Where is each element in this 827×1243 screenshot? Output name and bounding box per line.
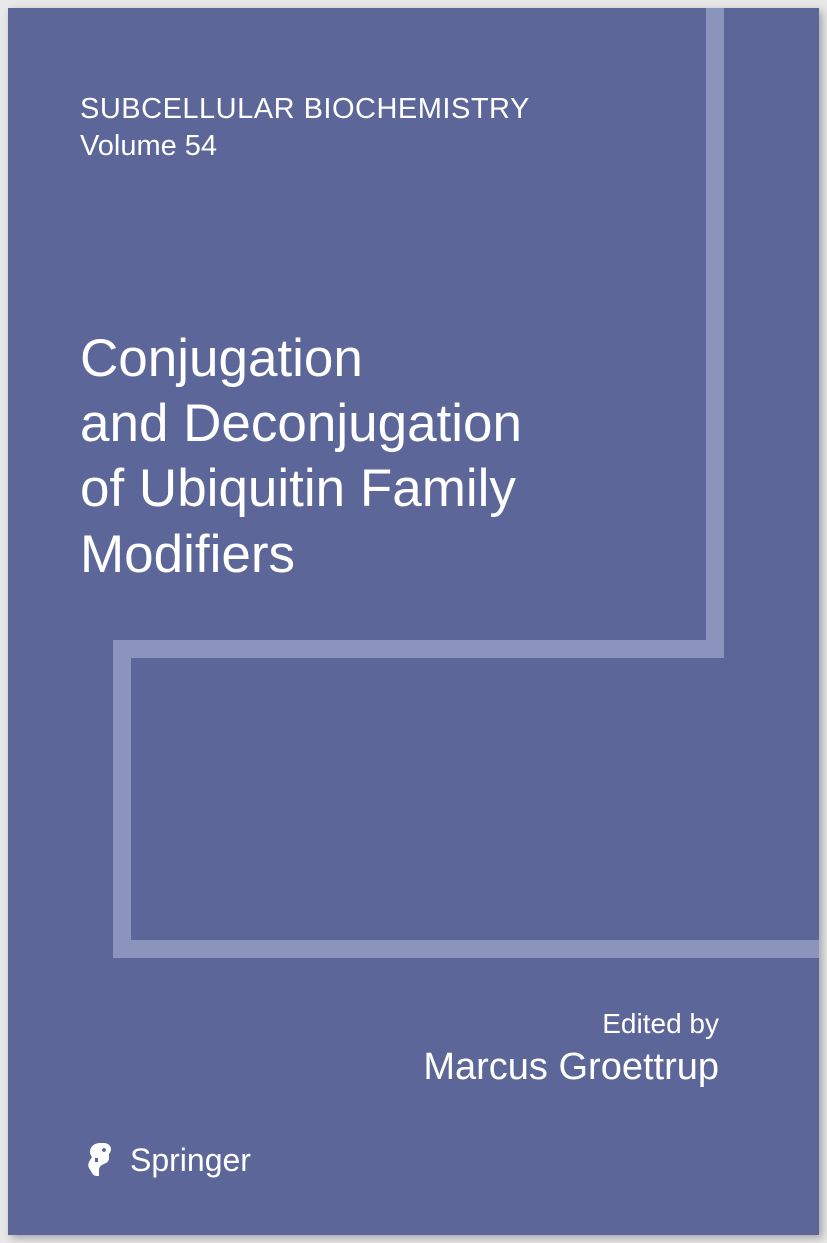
decorative-line-horizontal-bottom xyxy=(113,940,819,958)
decorative-line-horizontal-mid xyxy=(113,640,724,658)
title-line-1: Conjugation xyxy=(80,329,363,388)
publisher-block: Springer xyxy=(80,1140,251,1180)
volume-label: Volume 54 xyxy=(80,130,217,163)
series-name: SUBCELLULAR BIOCHEMISTRY xyxy=(80,93,530,126)
editor-name: Marcus Groettrup xyxy=(423,1046,719,1089)
decorative-line-vertical-top xyxy=(706,8,724,640)
edited-by-label: Edited by xyxy=(602,1008,719,1040)
publisher-name: Springer xyxy=(130,1142,251,1179)
springer-horse-icon xyxy=(80,1140,120,1180)
book-title: Conjugation and Deconjugation of Ubiquit… xyxy=(80,326,522,587)
title-line-3: of Ubiquitin Family xyxy=(80,459,516,518)
decorative-line-vertical-bottom xyxy=(113,640,131,958)
title-line-4: Modifiers xyxy=(80,525,295,584)
book-cover: SUBCELLULAR BIOCHEMISTRY Volume 54 Conju… xyxy=(8,8,819,1235)
title-line-2: and Deconjugation xyxy=(80,394,522,453)
